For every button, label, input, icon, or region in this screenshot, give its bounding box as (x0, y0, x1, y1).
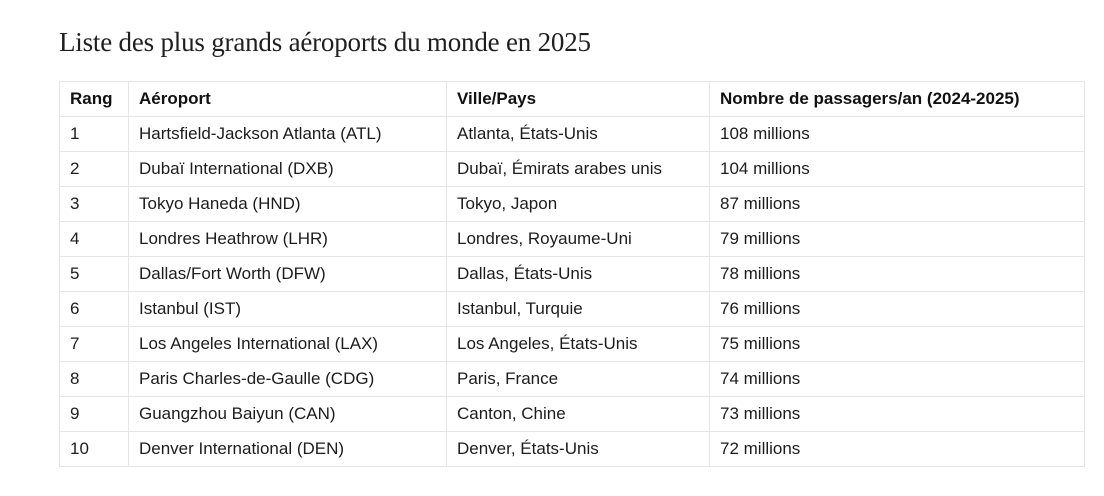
passengers-cell: 72 millions (709, 431, 1085, 467)
passengers-cell: 74 millions (709, 361, 1085, 397)
city-cell: Londres, Royaume-Uni (446, 221, 710, 257)
header-airport: Aéroport (128, 81, 447, 117)
city-cell: Istanbul, Turquie (446, 291, 710, 327)
header-passengers: Nombre de passagers/an (2024-2025) (709, 81, 1085, 117)
passengers-cell: 73 millions (709, 396, 1085, 432)
rank-cell: 6 (59, 291, 129, 327)
passengers-cell: 76 millions (709, 291, 1085, 327)
rank-cell: 2 (59, 151, 129, 187)
rank-cell: 9 (59, 396, 129, 432)
airport-cell: Londres Heathrow (LHR) (128, 221, 447, 257)
rank-cell: 7 (59, 326, 129, 362)
table-row: 3 Tokyo Haneda (HND) Tokyo, Japon 87 mil… (59, 186, 1085, 222)
passengers-cell: 75 millions (709, 326, 1085, 362)
airport-cell: Denver International (DEN) (128, 431, 447, 467)
airport-cell: Paris Charles-de-Gaulle (CDG) (128, 361, 447, 397)
table-row: 4 Londres Heathrow (LHR) Londres, Royaum… (59, 221, 1085, 257)
rank-cell: 3 (59, 186, 129, 222)
table-row: 7 Los Angeles International (LAX) Los An… (59, 326, 1085, 362)
city-cell: Los Angeles, États-Unis (446, 326, 710, 362)
airport-cell: Hartsfield-Jackson Atlanta (ATL) (128, 116, 447, 152)
airport-cell: Istanbul (IST) (128, 291, 447, 327)
table-row: 9 Guangzhou Baiyun (CAN) Canton, Chine 7… (59, 396, 1085, 432)
table-row: 2 Dubaï International (DXB) Dubaï, Émira… (59, 151, 1085, 187)
header-city: Ville/Pays (446, 81, 710, 117)
passengers-cell: 87 millions (709, 186, 1085, 222)
table-row: 8 Paris Charles-de-Gaulle (CDG) Paris, F… (59, 361, 1085, 397)
table-row: 6 Istanbul (IST) Istanbul, Turquie 76 mi… (59, 291, 1085, 327)
table-row: 1 Hartsfield-Jackson Atlanta (ATL) Atlan… (59, 116, 1085, 152)
city-cell: Canton, Chine (446, 396, 710, 432)
table-row: 5 Dallas/Fort Worth (DFW) Dallas, États-… (59, 256, 1085, 292)
rank-cell: 1 (59, 116, 129, 152)
page-title: Liste des plus grands aéroports du monde… (59, 27, 591, 57)
table-row: 10 Denver International (DEN) Denver, Ét… (59, 431, 1085, 467)
city-cell: Denver, États-Unis (446, 431, 710, 467)
passengers-cell: 104 millions (709, 151, 1085, 187)
city-cell: Dallas, États-Unis (446, 256, 710, 292)
rank-cell: 4 (59, 221, 129, 257)
airport-cell: Tokyo Haneda (HND) (128, 186, 447, 222)
city-cell: Paris, France (446, 361, 710, 397)
table-header-row: Rang Aéroport Ville/Pays Nombre de passa… (59, 81, 1085, 117)
passengers-cell: 79 millions (709, 221, 1085, 257)
airport-cell: Guangzhou Baiyun (CAN) (128, 396, 447, 432)
rank-cell: 8 (59, 361, 129, 397)
passengers-cell: 108 millions (709, 116, 1085, 152)
airport-cell: Dubaï International (DXB) (128, 151, 447, 187)
city-cell: Dubaï, Émirats arabes unis (446, 151, 710, 187)
city-cell: Atlanta, États-Unis (446, 116, 710, 152)
airport-cell: Los Angeles International (LAX) (128, 326, 447, 362)
city-cell: Tokyo, Japon (446, 186, 710, 222)
airports-table: Rang Aéroport Ville/Pays Nombre de passa… (59, 81, 1085, 467)
airport-cell: Dallas/Fort Worth (DFW) (128, 256, 447, 292)
rank-cell: 5 (59, 256, 129, 292)
rank-cell: 10 (59, 431, 129, 467)
header-rank: Rang (59, 81, 129, 117)
passengers-cell: 78 millions (709, 256, 1085, 292)
